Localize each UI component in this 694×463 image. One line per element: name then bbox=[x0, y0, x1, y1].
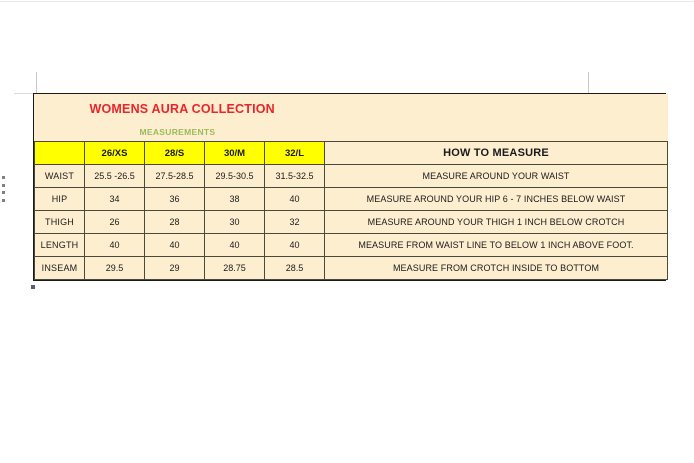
row-label-inseam[interactable]: INSEAM bbox=[34, 256, 85, 280]
cell-hip-26xs[interactable]: 34 bbox=[84, 187, 145, 211]
cell-thigh-28s[interactable]: 28 bbox=[144, 210, 205, 234]
header-corner-cell bbox=[34, 141, 85, 165]
cell-waist-30m[interactable]: 29.5-30.5 bbox=[204, 164, 265, 188]
table-row: THIGH 26 28 30 32 MEASURE AROUND YOUR TH… bbox=[34, 210, 669, 234]
size-chart-table-container[interactable]: WOMENS AURA COLLECTION MEASUREMENTS 26/X… bbox=[33, 93, 669, 281]
cell-thigh-30m[interactable]: 30 bbox=[204, 210, 265, 234]
cell-length-30m[interactable]: 40 bbox=[204, 233, 265, 257]
left-margin-guide bbox=[36, 72, 37, 94]
right-margin-guide bbox=[588, 72, 589, 94]
cell-inseam-26xs[interactable]: 29.5 bbox=[84, 256, 145, 280]
cell-length-28s[interactable]: 40 bbox=[144, 233, 205, 257]
cell-hip-30m[interactable]: 38 bbox=[204, 187, 265, 211]
row-label-length[interactable]: LENGTH bbox=[34, 233, 85, 257]
top-ruler-segment bbox=[14, 93, 36, 94]
column-header-how-to-measure: HOW TO MEASURE bbox=[323, 141, 669, 165]
cell-how-to-measure-waist: MEASURE AROUND YOUR WAIST bbox=[323, 164, 669, 188]
object-drag-handle-icon[interactable] bbox=[2, 176, 5, 202]
cell-waist-28s[interactable]: 27.5-28.5 bbox=[144, 164, 205, 188]
cell-inseam-28s[interactable]: 29 bbox=[144, 256, 205, 280]
row-label-thigh[interactable]: THIGH bbox=[34, 210, 85, 234]
drag-dot bbox=[2, 183, 5, 187]
cell-how-to-measure-thigh: MEASURE AROUND YOUR THIGH 1 INCH BELOW C… bbox=[323, 210, 669, 234]
cell-inseam-30m[interactable]: 28.75 bbox=[204, 256, 265, 280]
page-top-rule bbox=[0, 1, 694, 2]
cell-length-32l[interactable]: 40 bbox=[264, 233, 325, 257]
column-header-size-0[interactable]: 26/XS bbox=[84, 141, 145, 165]
title-row: WOMENS AURA COLLECTION bbox=[34, 94, 668, 123]
drag-dot bbox=[2, 198, 5, 202]
cell-length-26xs[interactable]: 40 bbox=[84, 233, 145, 257]
cell-hip-32l[interactable]: 40 bbox=[264, 187, 325, 211]
cell-inseam-32l[interactable]: 28.5 bbox=[264, 256, 325, 280]
cell-thigh-32l[interactable]: 32 bbox=[264, 210, 325, 234]
cell-waist-32l[interactable]: 31.5-32.5 bbox=[264, 164, 325, 188]
cell-hip-28s[interactable]: 36 bbox=[144, 187, 205, 211]
subtitle-row: MEASUREMENTS bbox=[34, 123, 668, 142]
cell-thigh-26xs[interactable]: 26 bbox=[84, 210, 145, 234]
cell-how-to-measure-inseam: MEASURE FROM CROTCH INSIDE TO BOTTOM bbox=[323, 256, 669, 280]
table-header-row: 26/XS 28/S 30/M 32/L HOW TO MEASURE bbox=[34, 141, 669, 165]
selection-handle-bottom-left[interactable] bbox=[31, 285, 35, 289]
subtitle-cell: MEASUREMENTS bbox=[34, 123, 668, 142]
page-title: WOMENS AURA COLLECTION bbox=[89, 101, 275, 116]
page-subtitle: MEASUREMENTS bbox=[139, 127, 216, 137]
table-row: WAIST 25.5 -26.5 27.5-28.5 29.5-30.5 31.… bbox=[34, 164, 669, 188]
cell-waist-26xs[interactable]: 25.5 -26.5 bbox=[84, 164, 145, 188]
row-label-waist[interactable]: WAIST bbox=[34, 164, 85, 188]
column-header-size-1[interactable]: 28/S bbox=[144, 141, 205, 165]
size-chart-table: WOMENS AURA COLLECTION MEASUREMENTS 26/X… bbox=[34, 94, 669, 280]
drag-dot bbox=[2, 176, 5, 179]
row-label-hip[interactable]: HIP bbox=[34, 187, 85, 211]
table-row: HIP 34 36 38 40 MEASURE AROUND YOUR HIP … bbox=[34, 187, 669, 211]
table-row: INSEAM 29.5 29 28.75 28.5 MEASURE FROM C… bbox=[34, 256, 669, 280]
column-header-size-2[interactable]: 30/M bbox=[204, 141, 265, 165]
column-header-size-3[interactable]: 32/L bbox=[264, 141, 325, 165]
title-cell: WOMENS AURA COLLECTION bbox=[34, 94, 668, 123]
cell-how-to-measure-hip: MEASURE AROUND YOUR HIP 6 - 7 INCHES BEL… bbox=[323, 187, 669, 211]
cell-how-to-measure-length: MEASURE FROM WAIST LINE TO BELOW 1 INCH … bbox=[323, 233, 669, 257]
table-row: LENGTH 40 40 40 40 MEASURE FROM WAIST LI… bbox=[34, 233, 669, 257]
drag-dot bbox=[2, 191, 5, 195]
